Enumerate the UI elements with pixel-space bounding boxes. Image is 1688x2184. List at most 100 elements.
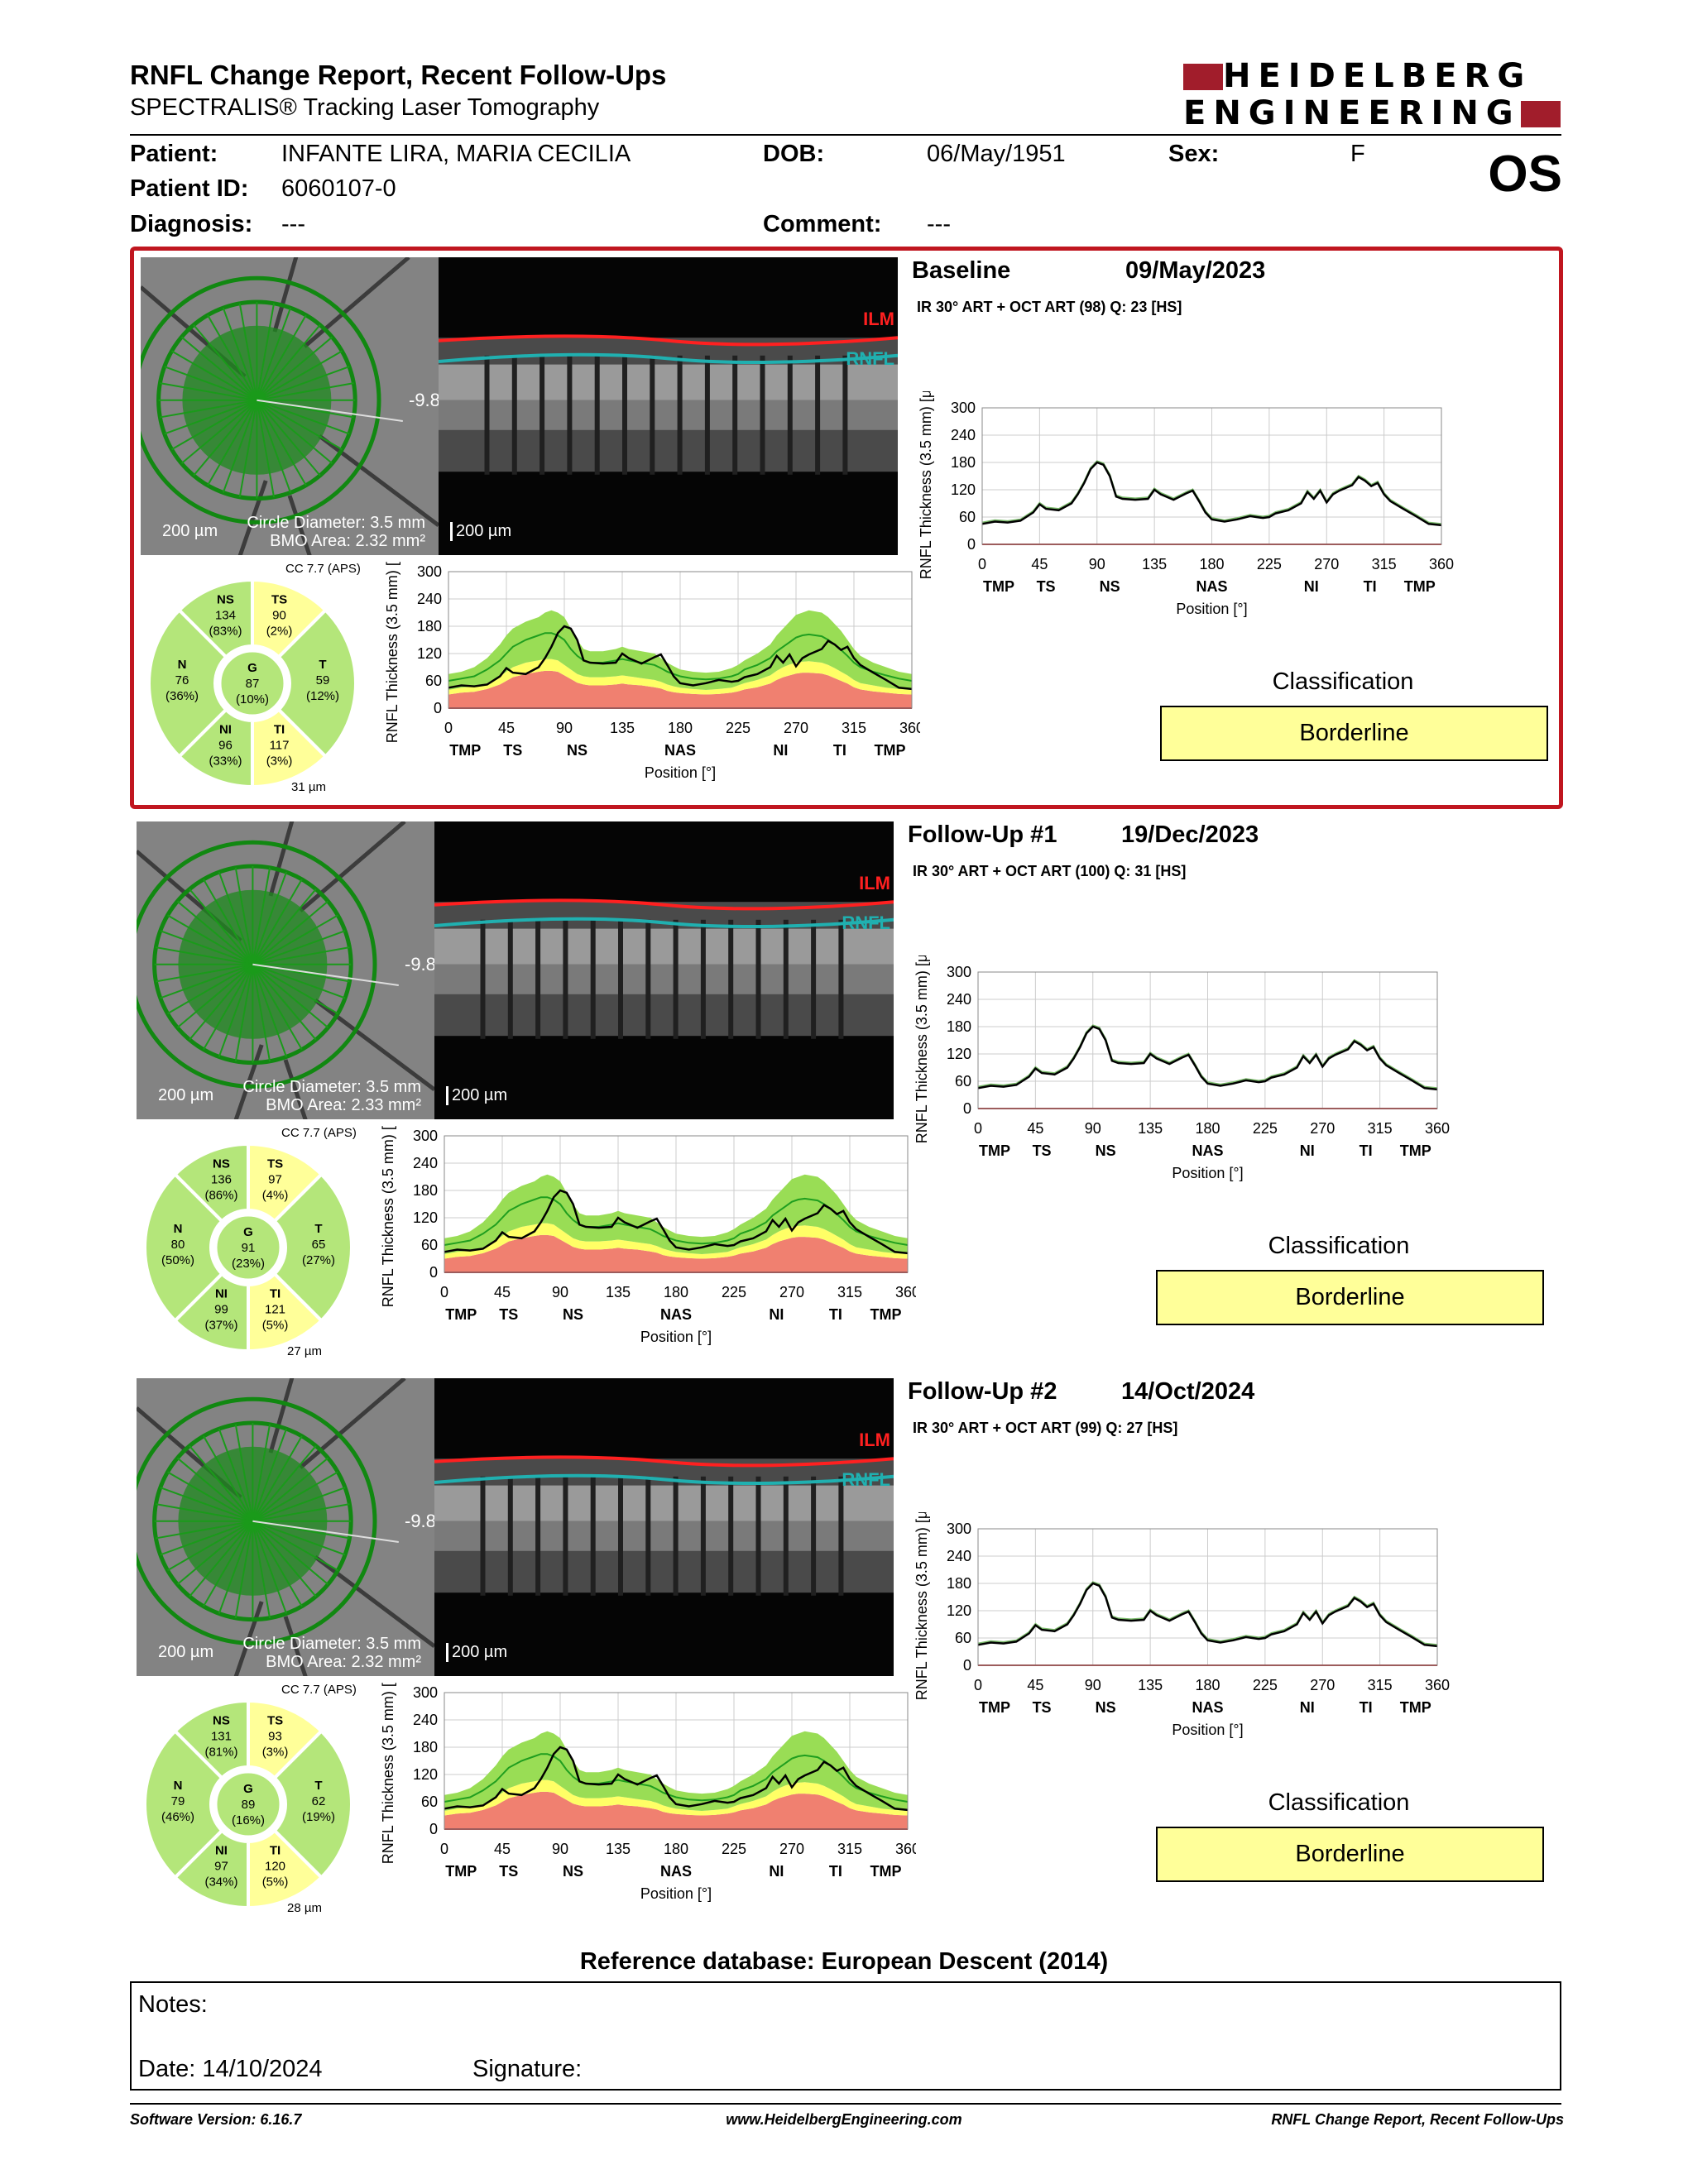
y-tick-label: 0	[963, 1100, 971, 1117]
sector-label: NS	[1100, 578, 1120, 595]
radial-scan-line	[171, 399, 257, 451]
radial-scan-line	[167, 914, 253, 965]
exam-1-title: Follow-Up #1	[908, 821, 1057, 848]
y-tick-label: 0	[429, 1821, 438, 1837]
exam-0-oct-bscan[interactable]: ILM RNFL 200 µm	[439, 257, 898, 555]
sector-ns-pct: (83%)	[209, 624, 242, 638]
dob-label: DOB:	[763, 141, 825, 167]
y-tick-label: 180	[413, 1182, 438, 1199]
radial-scan-line	[189, 888, 254, 965]
sector-label: TMP	[870, 1863, 902, 1880]
sector-ti-label: TI	[270, 1287, 281, 1301]
sector-g-value: 87	[246, 677, 260, 691]
sector-ts-label: TS	[267, 1157, 283, 1171]
sector-t-pct: (12%)	[306, 689, 339, 703]
x-tick-label: 135	[1138, 1120, 1163, 1137]
sector-n-pct: (46%)	[161, 1810, 194, 1824]
radial-scan-line	[252, 1521, 329, 1585]
exam-2-fundus-image[interactable]: -9.8 200 µm Circle Diameter: 3.5 mm BMO Are…	[137, 1378, 434, 1676]
outside-normal-band	[444, 1234, 908, 1272]
sector-label: NAS	[1192, 1142, 1223, 1159]
notes-box: Notes: Date: 14/10/2024 Signature:	[130, 1981, 1561, 2091]
sector-ni-value: 99	[214, 1303, 228, 1317]
sector-t	[271, 1728, 353, 1880]
y-tick-label: 0	[963, 1657, 971, 1674]
vessel-shadow	[673, 919, 679, 1039]
radial-scan-line	[218, 1521, 254, 1614]
radial-scan-line	[167, 1520, 253, 1572]
exam-2-date: 14/Oct/2024	[1121, 1378, 1255, 1405]
ilm-boundary	[434, 1455, 894, 1468]
radial-scan-line	[176, 1457, 254, 1522]
exam-0-date: 09/May/2023	[1125, 257, 1266, 284]
radial-scan-line	[252, 1445, 317, 1522]
exam-0-classification-label: Classification	[1272, 668, 1414, 695]
radial-scan-line	[257, 382, 354, 401]
side-value: -9.8	[409, 390, 439, 410]
x-axis-label: Position [°]	[1176, 601, 1247, 617]
report-title: RNFL Change Report, Recent Follow-Ups	[130, 60, 667, 90]
bmo-mrw-value: 28 µm	[287, 1901, 322, 1915]
plot-frame	[448, 571, 913, 709]
exam-2-profile-chart: 300 240 180 120 60 00 45 90 135 180 225 270 315 360 TM…	[380, 1683, 916, 1902]
patient-id-label: Patient ID:	[130, 175, 249, 202]
sector-label: TI	[829, 1863, 842, 1880]
vessel-shadow	[673, 1476, 679, 1596]
exam-0-panel[interactable]: -9.8 200 µm Circle Diameter: 3.5 mm BMO Are…	[130, 247, 1563, 809]
radial-scan-line	[234, 1424, 254, 1521]
vessel	[303, 257, 410, 348]
y-tick-label: 240	[417, 591, 442, 607]
side-value: -9.8	[405, 1511, 434, 1531]
diagnosis-label: Diagnosis:	[130, 211, 253, 237]
y-axis-label: RNFL Thickness (3.5 mm) [µm]	[384, 562, 400, 743]
rpe-layer	[434, 964, 894, 994]
vessel-shadow	[811, 1476, 817, 1596]
x-tick-label: 180	[664, 1841, 688, 1857]
x-tick-label: 0	[440, 1841, 448, 1857]
rnfl-layer	[434, 1485, 894, 1521]
plot-frame	[977, 1528, 1438, 1666]
sector-label: TI	[1360, 1699, 1373, 1716]
sector-n-pct: (36%)	[165, 689, 199, 703]
thickness-line	[444, 1189, 909, 1255]
x-axis-label: Position [°]	[640, 1885, 712, 1902]
vessel-shadow	[645, 1476, 651, 1596]
exam-2-oct-bscan[interactable]: ILM RNFL 200 µm	[434, 1378, 894, 1676]
exam-2-trend-chart: 300 240 180 120 60 00 45 90 135 180 225 270 315 360 TM…	[914, 1512, 1450, 1738]
sector-label: NI	[1300, 1699, 1315, 1716]
sector-n	[147, 607, 229, 759]
x-tick-label: 270	[779, 1841, 804, 1857]
radial-scan-line	[167, 963, 253, 1015]
radial-scan-line	[252, 888, 317, 965]
y-tick-label: 240	[951, 427, 976, 443]
sector-label: TI	[833, 742, 846, 759]
exam-1-oct-bscan[interactable]: ILM RNFL 200 µm	[434, 821, 894, 1119]
rnfl-label: RNFL	[842, 912, 890, 933]
radial-scan-line	[160, 963, 253, 999]
sector-ti-value: 117	[270, 739, 290, 753]
radial-scan-line	[160, 1487, 253, 1522]
exam-2-panel[interactable]: -9.8 200 µm Circle Diameter: 3.5 mm BMO Are…	[130, 1372, 1563, 1934]
radial-scan-line	[252, 879, 303, 965]
x-tick-label: 180	[1199, 556, 1224, 572]
radial-scan-line	[203, 1521, 254, 1607]
radial-scan-line	[238, 303, 258, 400]
x-tick-label: 315	[837, 1841, 862, 1857]
y-tick-label: 180	[413, 1739, 438, 1755]
radial-scan-line	[252, 1424, 271, 1521]
x-tick-label: 135	[1138, 1677, 1163, 1693]
radial-scan-line	[164, 366, 257, 401]
y-tick-label: 240	[413, 1155, 438, 1171]
exam-1-panel[interactable]: -9.8 200 µm Circle Diameter: 3.5 mm BMO Are…	[130, 815, 1563, 1377]
radial-scan-line	[257, 366, 350, 401]
y-tick-label: 300	[947, 1521, 971, 1537]
x-tick-label: 225	[722, 1284, 746, 1300]
bmo-area: BMO Area: 2.32 mm²	[266, 1653, 421, 1671]
vessel-shadow	[590, 919, 596, 1039]
radial-scan-line	[252, 930, 346, 965]
vessel-shadow	[815, 355, 821, 475]
radial-scan-line	[156, 1503, 253, 1522]
exam-0-fundus-image[interactable]: -9.8 200 µm Circle Diameter: 3.5 mm BMO Are…	[141, 257, 439, 555]
exam-1-fundus-image[interactable]: -9.8 200 µm Circle Diameter: 3.5 mm BMO Are…	[137, 821, 434, 1119]
vessel-shadow	[480, 919, 486, 1039]
